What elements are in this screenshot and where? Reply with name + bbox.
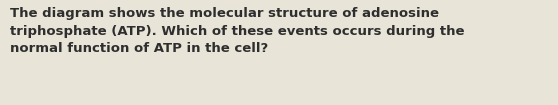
Text: The diagram shows the molecular structure of adenosine
triphosphate (ATP). Which: The diagram shows the molecular structur… <box>10 7 465 55</box>
